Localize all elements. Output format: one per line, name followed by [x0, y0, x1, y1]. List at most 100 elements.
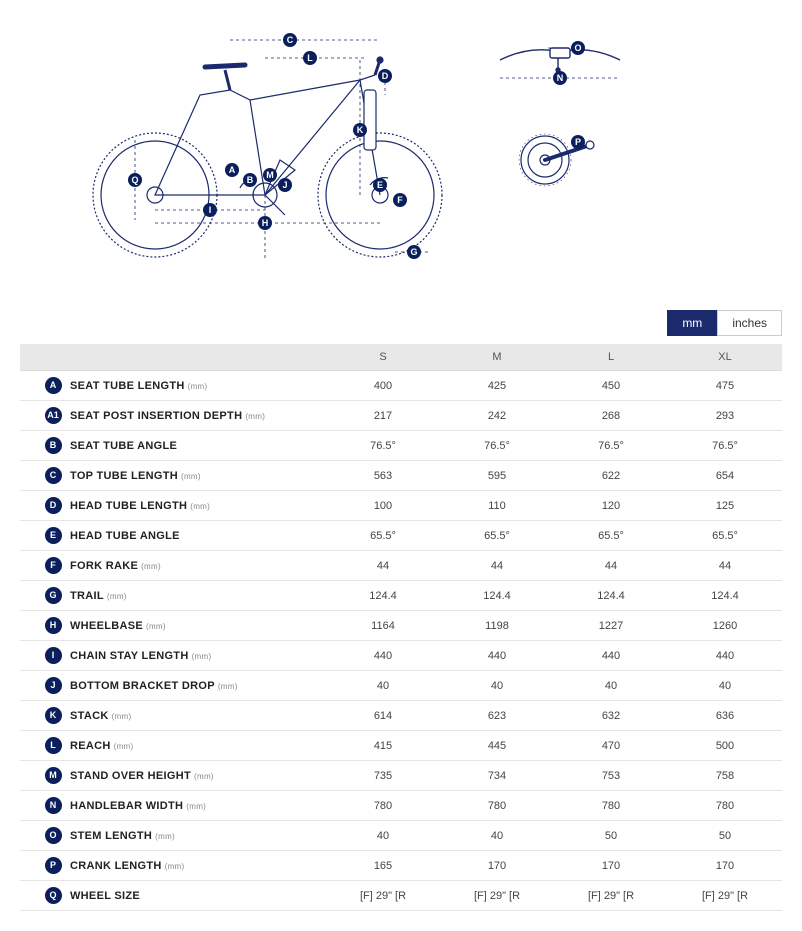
row-value: 65.5°: [326, 521, 440, 551]
row-value: 124.4: [554, 581, 668, 611]
table-row: CTOP TUBE LENGTH(mm)563595622654: [20, 461, 782, 491]
row-value: 44: [440, 551, 554, 581]
row-value: 1260: [668, 611, 782, 641]
row-badge: F: [45, 557, 62, 574]
svg-text:Q: Q: [131, 175, 138, 185]
row-value: 735: [326, 761, 440, 791]
row-value: 475: [668, 371, 782, 401]
row-value: 425: [440, 371, 554, 401]
row-badge-cell: D: [20, 491, 66, 521]
row-value: 76.5°: [440, 431, 554, 461]
row-badge: K: [45, 707, 62, 724]
row-name: BOTTOM BRACKET DROP(mm): [66, 671, 326, 701]
unit-inches-button[interactable]: inches: [717, 310, 782, 336]
svg-text:B: B: [247, 175, 254, 185]
row-value: 170: [554, 851, 668, 881]
row-badge-cell: I: [20, 641, 66, 671]
row-value: 40: [440, 671, 554, 701]
row-value: 440: [668, 641, 782, 671]
row-badge-cell: J: [20, 671, 66, 701]
unit-toggle: mm inches: [20, 310, 782, 336]
table-row: OSTEM LENGTH(mm)40405050: [20, 821, 782, 851]
row-badge-cell: K: [20, 701, 66, 731]
row-value: 563: [326, 461, 440, 491]
row-value: 1164: [326, 611, 440, 641]
row-badge: N: [45, 797, 62, 814]
table-header-row: S M L XL: [20, 344, 782, 371]
table-row: MSTAND OVER HEIGHT(mm)735734753758: [20, 761, 782, 791]
row-badge: L: [45, 737, 62, 754]
table-row: NHANDLEBAR WIDTH(mm)780780780780: [20, 791, 782, 821]
row-name: SEAT POST INSERTION DEPTH(mm): [66, 401, 326, 431]
row-value: 50: [554, 821, 668, 851]
row-name: WHEELBASE(mm): [66, 611, 326, 641]
row-badge-cell: O: [20, 821, 66, 851]
row-value: 217: [326, 401, 440, 431]
svg-text:E: E: [377, 180, 383, 190]
row-value: [F] 29" [R: [554, 881, 668, 911]
table-row: LREACH(mm)415445470500: [20, 731, 782, 761]
row-value: 170: [440, 851, 554, 881]
geometry-table: S M L XL ASEAT TUBE LENGTH(mm)4004254504…: [20, 344, 782, 911]
row-value: 400: [326, 371, 440, 401]
row-value: 753: [554, 761, 668, 791]
bike-diagram: ABCDEFGHIJKLMQ: [80, 20, 450, 270]
row-name: FORK RAKE(mm): [66, 551, 326, 581]
row-badge: A1: [45, 407, 62, 424]
row-value: 780: [668, 791, 782, 821]
svg-text:K: K: [357, 125, 364, 135]
row-name: SEAT TUBE ANGLE: [66, 431, 326, 461]
svg-text:N: N: [557, 73, 564, 83]
row-value: 1227: [554, 611, 668, 641]
size-col-s: S: [326, 344, 440, 371]
row-value: 125: [668, 491, 782, 521]
row-badge-cell: C: [20, 461, 66, 491]
size-col-l: L: [554, 344, 668, 371]
row-value: 450: [554, 371, 668, 401]
size-col-xl: XL: [668, 344, 782, 371]
table-row: HWHEELBASE(mm)1164119812271260: [20, 611, 782, 641]
row-value: 470: [554, 731, 668, 761]
row-value: 65.5°: [440, 521, 554, 551]
row-value: 780: [440, 791, 554, 821]
row-value: 120: [554, 491, 668, 521]
svg-text:I: I: [209, 205, 212, 215]
table-row: DHEAD TUBE LENGTH(mm)100110120125: [20, 491, 782, 521]
row-value: 622: [554, 461, 668, 491]
row-badge: G: [45, 587, 62, 604]
row-value: 636: [668, 701, 782, 731]
table-row: PCRANK LENGTH(mm)165170170170: [20, 851, 782, 881]
row-badge-cell: A: [20, 371, 66, 401]
row-value: 165: [326, 851, 440, 881]
svg-text:C: C: [287, 35, 294, 45]
row-value: 415: [326, 731, 440, 761]
crank-diagram: P: [510, 120, 610, 200]
table-row: ICHAIN STAY LENGTH(mm)440440440440: [20, 641, 782, 671]
row-value: 76.5°: [668, 431, 782, 461]
row-value: 654: [668, 461, 782, 491]
row-value: 40: [326, 821, 440, 851]
row-name: CHAIN STAY LENGTH(mm): [66, 641, 326, 671]
row-value: 110: [440, 491, 554, 521]
svg-text:F: F: [397, 195, 403, 205]
table-row: KSTACK(mm)614623632636: [20, 701, 782, 731]
row-badge: M: [45, 767, 62, 784]
handlebar-diagram: O N: [490, 40, 630, 90]
row-badge-cell: M: [20, 761, 66, 791]
table-row: EHEAD TUBE ANGLE65.5°65.5°65.5°65.5°: [20, 521, 782, 551]
row-value: 76.5°: [554, 431, 668, 461]
row-badge: H: [45, 617, 62, 634]
row-value: 40: [668, 671, 782, 701]
table-row: QWHEEL SIZE[F] 29" [R[F] 29" [R[F] 29" […: [20, 881, 782, 911]
row-value: 734: [440, 761, 554, 791]
row-value: 623: [440, 701, 554, 731]
row-badge: A: [45, 377, 62, 394]
table-row: ASEAT TUBE LENGTH(mm)400425450475: [20, 371, 782, 401]
row-value: 445: [440, 731, 554, 761]
svg-text:A: A: [229, 165, 236, 175]
row-name: REACH(mm): [66, 731, 326, 761]
row-value: 440: [554, 641, 668, 671]
unit-mm-button[interactable]: mm: [667, 310, 717, 336]
row-value: 40: [440, 821, 554, 851]
row-value: 44: [668, 551, 782, 581]
